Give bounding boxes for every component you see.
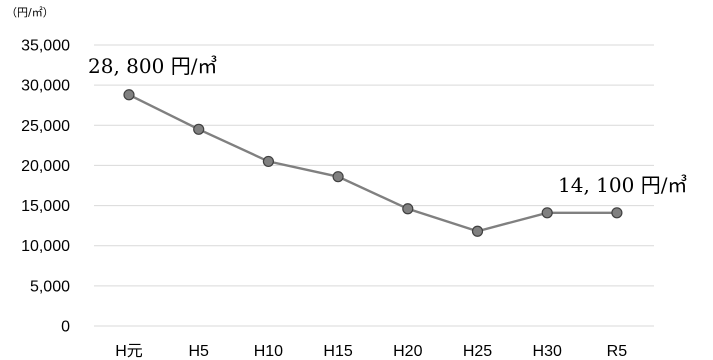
- x-axis-ticks: H元 H5 H10 H15 H20 H25 H30 R5: [115, 343, 627, 360]
- series-line: [128, 93, 617, 233]
- data-point: [193, 123, 205, 135]
- data-point: [402, 203, 414, 215]
- y-tick-label: 5,000: [30, 278, 70, 295]
- data-point: [332, 171, 344, 183]
- x-tick-label: H元: [115, 343, 143, 360]
- data-point: [262, 155, 274, 168]
- data-point: [471, 225, 484, 237]
- x-tick-label: H15: [323, 343, 352, 360]
- y-tick-label: 30,000: [21, 78, 70, 95]
- x-tick-label: R5: [607, 343, 628, 360]
- x-tick-label: H25: [463, 343, 492, 360]
- annotation-start-value: 28, 800 円/㎥: [88, 54, 217, 78]
- y-tick-label: 25,000: [21, 118, 70, 135]
- y-tick-label: 20,000: [21, 158, 70, 175]
- data-point: [541, 207, 553, 219]
- data-points: [123, 89, 623, 237]
- data-point: [611, 207, 623, 219]
- y-axis-ticks: 35,000 30,000 25,000 20,000 15,000 10,000 5,00…: [21, 38, 70, 336]
- y-tick-label: 35,000: [21, 38, 70, 55]
- annotation-end-value: 14, 100 円/㎥: [558, 173, 687, 197]
- y-tick-label: 15,000: [21, 198, 70, 215]
- x-tick-label: H5: [188, 343, 209, 360]
- x-tick-label: H10: [254, 343, 283, 360]
- gridlines: [94, 44, 654, 327]
- x-tick-label: H20: [393, 343, 422, 360]
- y-tick-label: 0: [61, 319, 70, 336]
- y-unit-label: （円/㎡）: [6, 6, 54, 19]
- x-tick-label: H30: [533, 343, 562, 360]
- series-line-group: [128, 93, 617, 233]
- y-tick-label: 10,000: [21, 238, 70, 255]
- data-point: [123, 89, 135, 101]
